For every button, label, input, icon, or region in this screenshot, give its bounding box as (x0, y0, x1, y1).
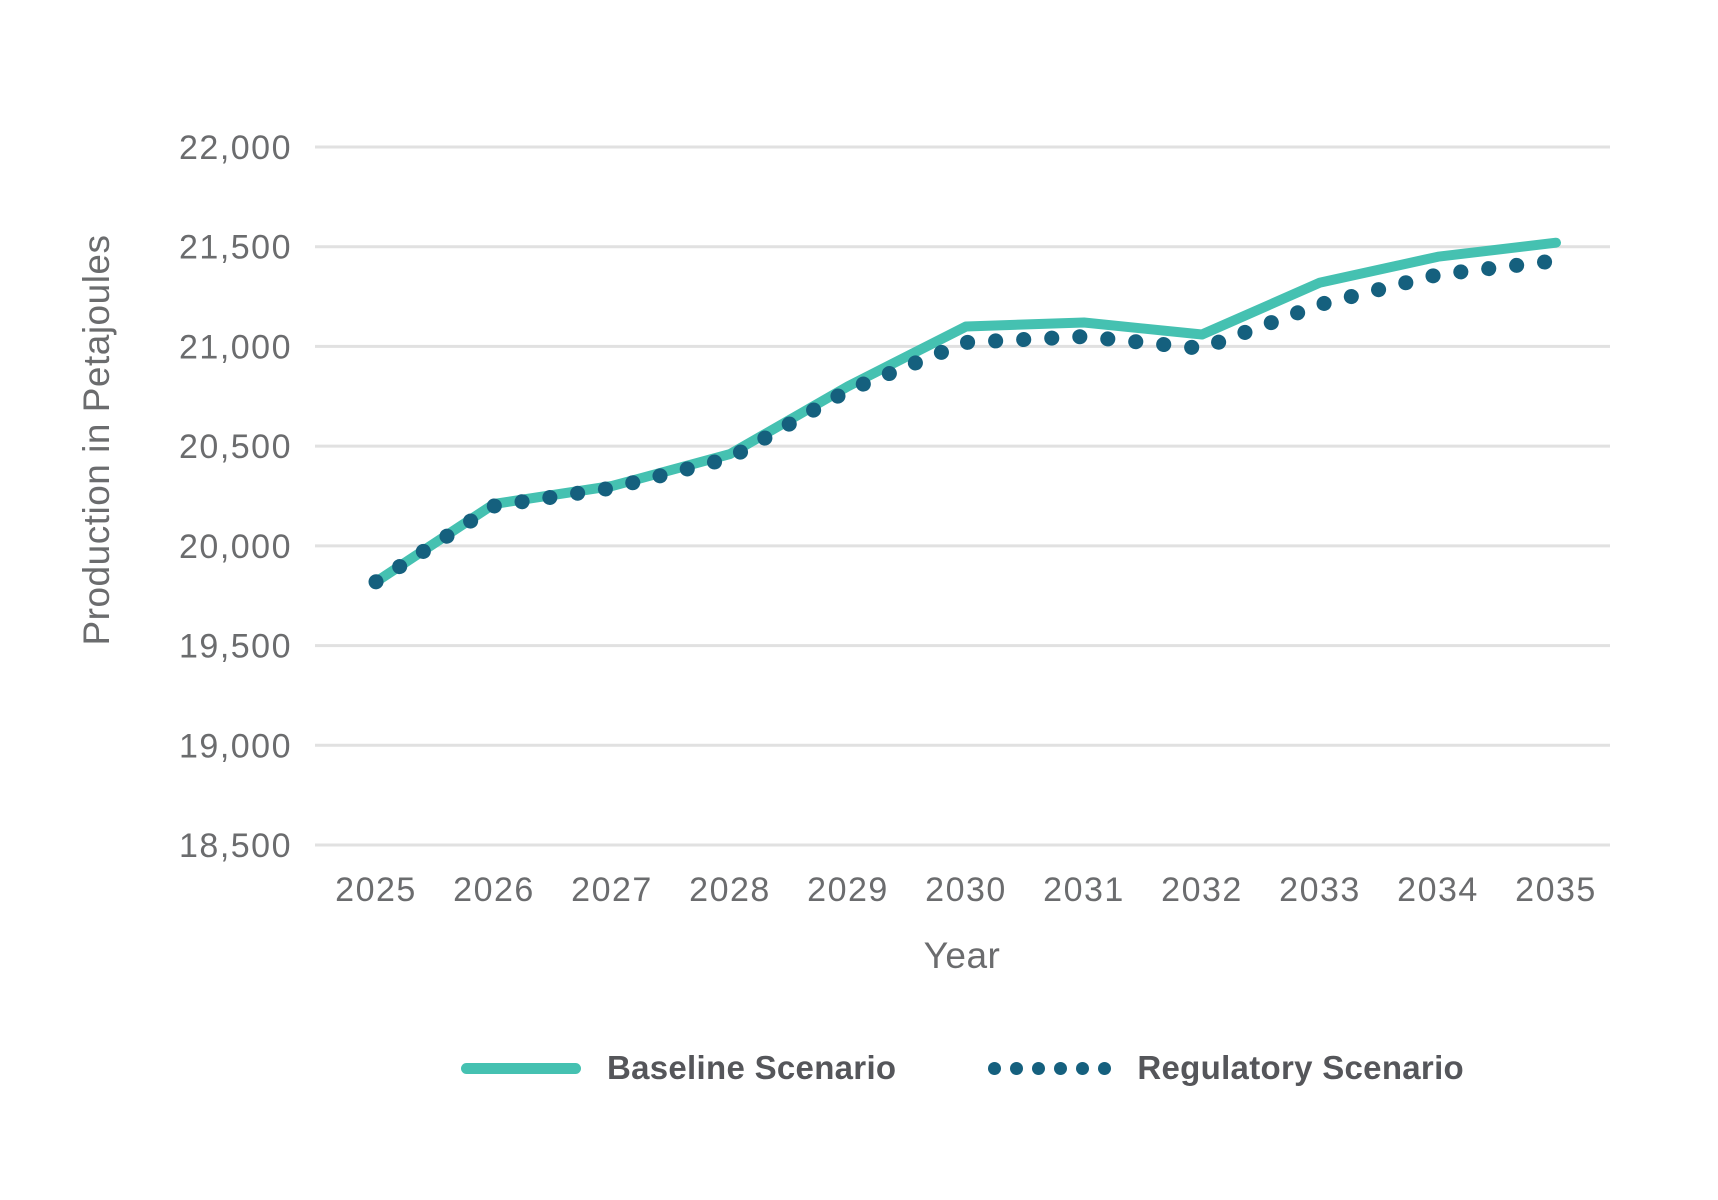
y-tick-label: 20,000 (179, 528, 292, 566)
x-tick-label: 2035 (1515, 871, 1597, 909)
x-tick-label: 2025 (335, 871, 417, 909)
x-tick-label: 2027 (571, 871, 653, 909)
y-tick-labels: 18,500 19,000 19,500 20,000 20,500 21,000 21,5… (179, 129, 292, 865)
regulatory-legend-label: Regulatory Scenario (1137, 1049, 1465, 1086)
regulatory-series-line (368, 253, 1564, 590)
legend-item-baseline: Baseline Scenario (460, 1049, 897, 1087)
x-axis-title: Year (923, 935, 1001, 976)
x-tick-label: 2032 (1161, 871, 1243, 909)
y-tick-label: 22,000 (179, 129, 292, 167)
y-tick-label: 21,000 (179, 328, 292, 366)
y-tick-label: 19,500 (179, 628, 292, 666)
x-tick-label: 2026 (453, 871, 535, 909)
y-axis-title: Production in Petajoules (76, 234, 117, 646)
legend-dot (1098, 1061, 1112, 1075)
x-tick-label: 2031 (1043, 871, 1125, 909)
baseline-legend-label: Baseline Scenario (606, 1049, 897, 1086)
y-tick-label: 19,000 (179, 727, 292, 765)
x-tick-label: 2030 (925, 871, 1007, 909)
legend-dot (1032, 1061, 1046, 1075)
x-tick-labels: 2025 2026 2027 2028 2029 2030 2031 2032 2033 2034… (335, 871, 1597, 909)
legend-item-regulatory: Regulatory Scenario (988, 1049, 1464, 1087)
legend: Baseline Scenario Regulatory Scenario (315, 1038, 1610, 1098)
y-tick-label: 20,500 (179, 428, 292, 466)
gridlines (315, 145, 1610, 847)
legend-dot (988, 1061, 1002, 1075)
x-tick-label: 2033 (1279, 871, 1361, 909)
legend-dot (1010, 1061, 1024, 1075)
x-tick-label: 2029 (807, 871, 889, 909)
x-tick-label: 2028 (689, 871, 771, 909)
y-tick-label: 21,500 (179, 229, 292, 267)
y-tick-label: 18,500 (179, 827, 292, 865)
legend-dot (1076, 1061, 1090, 1075)
baseline-legend-line-swatch (460, 1062, 581, 1074)
x-tick-label: 2034 (1397, 871, 1479, 909)
legend-dot (1054, 1061, 1068, 1075)
regulatory-legend-dots-swatch (988, 1061, 1112, 1075)
